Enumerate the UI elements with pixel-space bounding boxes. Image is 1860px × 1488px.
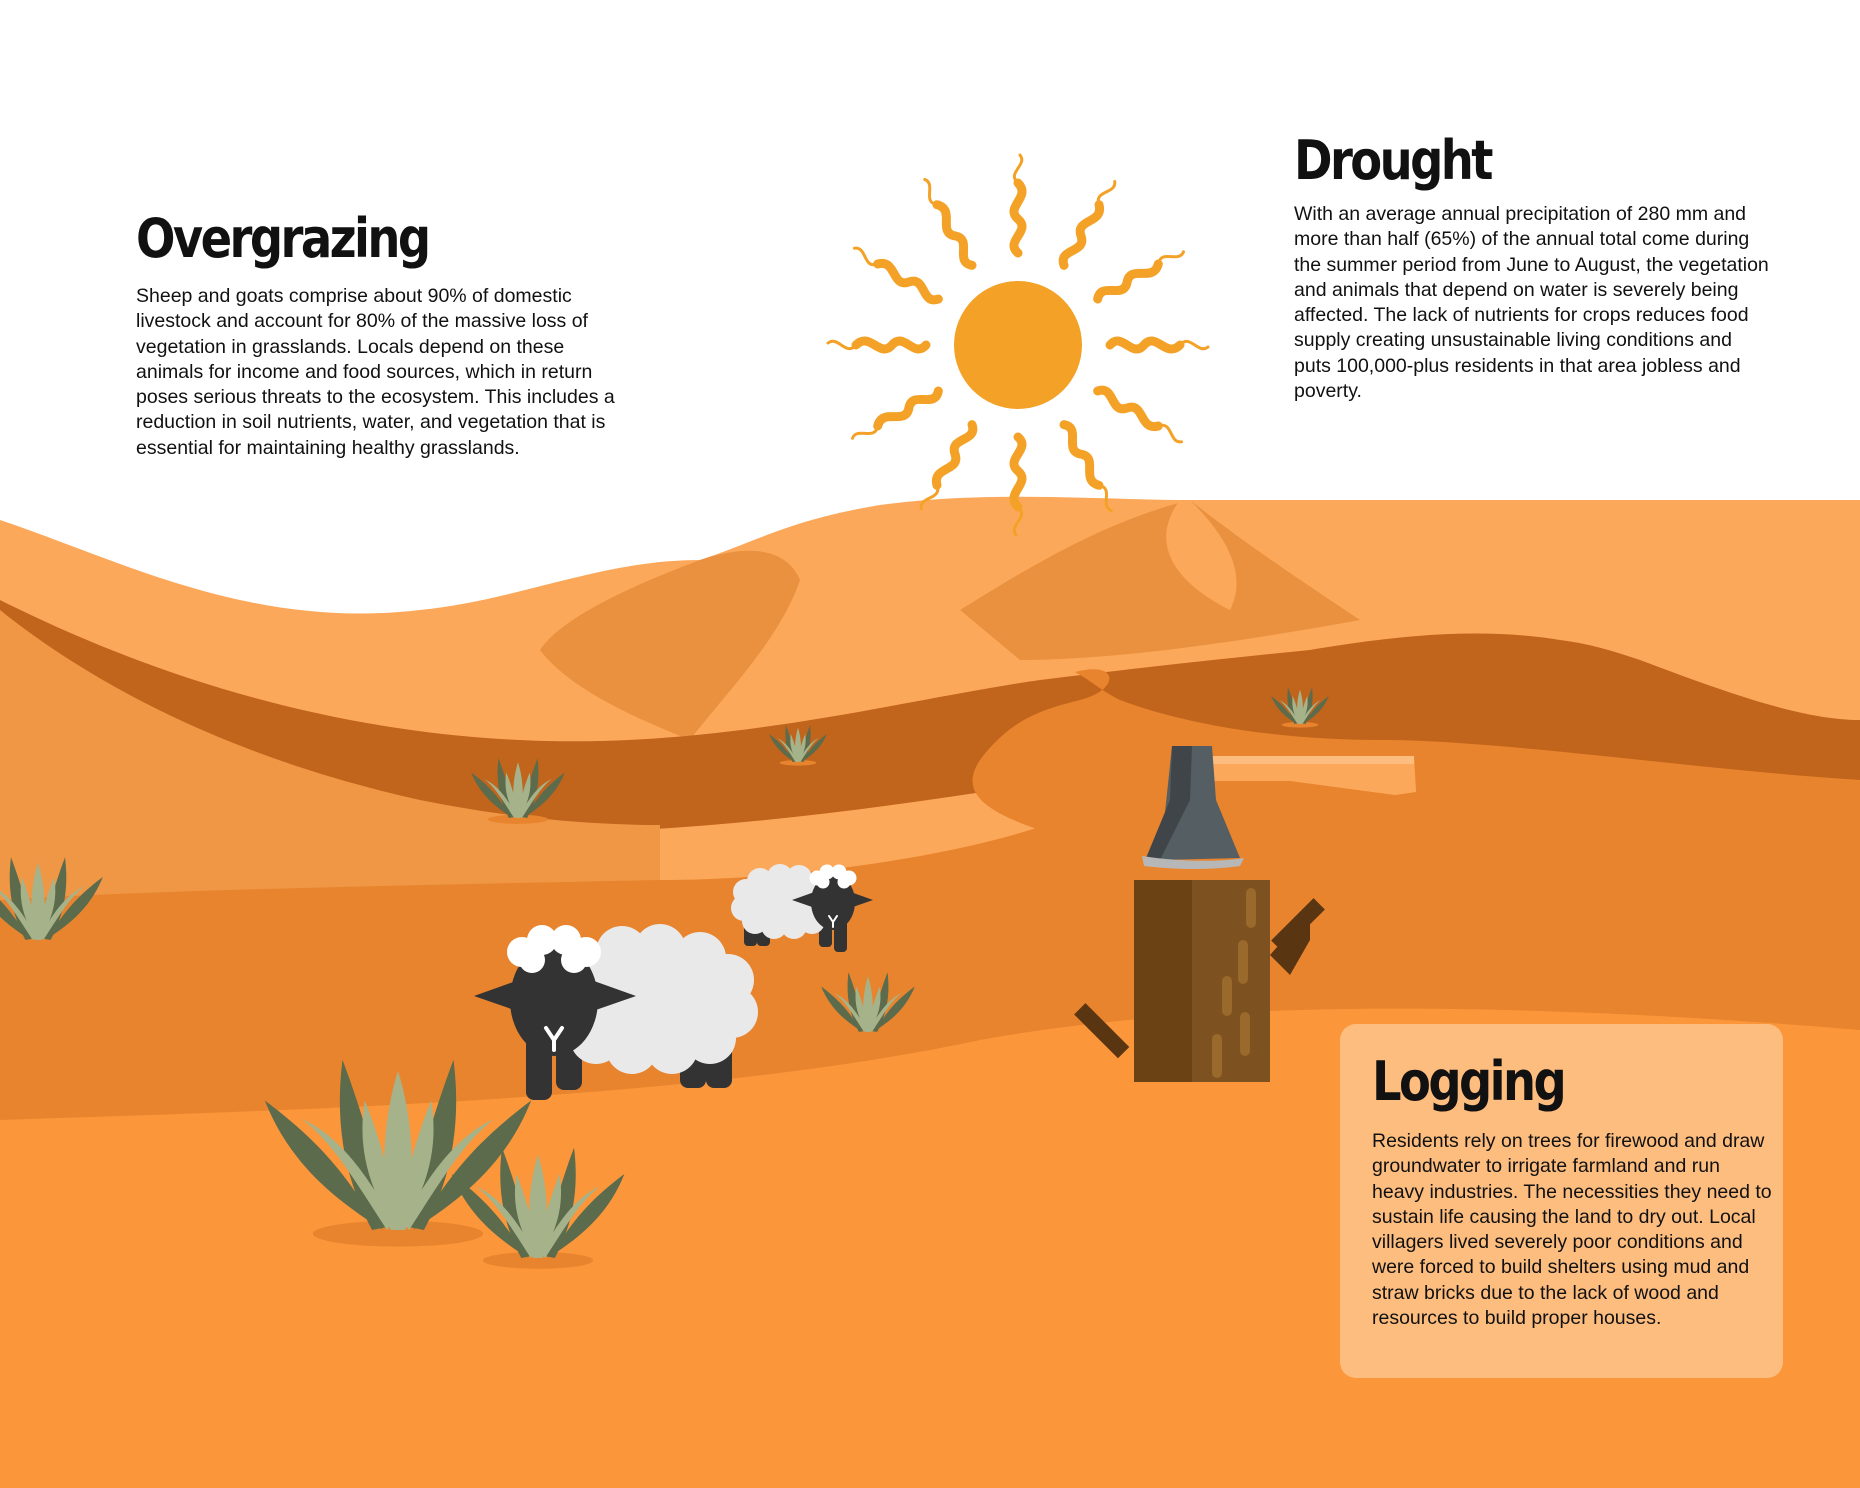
drought-text: With an average annual precipitation of … — [1294, 203, 1769, 403]
overgrazing-text: Sheep and goats comprise about 90% of do… — [136, 285, 615, 459]
logging-card — [1340, 1024, 1783, 1378]
sun-icon — [828, 155, 1208, 535]
drought-section: Drought With an average annual precipita… — [1294, 134, 1774, 404]
drought-title: Drought — [1294, 129, 1493, 192]
overgrazing-section: Overgrazing Sheep and goats comprise abo… — [136, 212, 636, 461]
logging-title: Logging — [1372, 1050, 1567, 1113]
overgrazing-title: Overgrazing — [136, 207, 431, 270]
axe-icon — [1142, 746, 1416, 869]
logging-section: Logging Residents rely on trees for fire… — [1372, 1055, 1772, 1331]
logging-text: Residents rely on trees for firewood and… — [1372, 1130, 1772, 1330]
tree-stump-icon — [1074, 880, 1325, 1082]
